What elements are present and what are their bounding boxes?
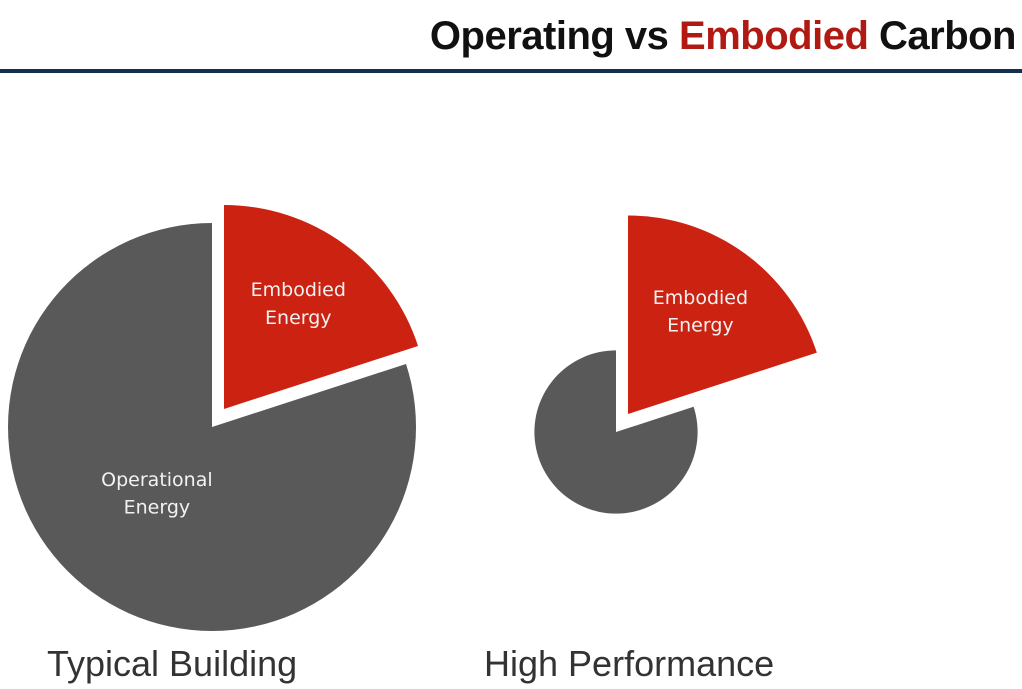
chart-1-slice-0-label: Embodied Energy [653,287,748,337]
chart-1-slice-1 [534,350,698,514]
chart-0-slice-0-label: Embodied Energy [251,279,346,329]
title-underline [0,69,1022,73]
chart-1-slice-0: Embodied Energy [628,215,817,414]
title-part1: Operating vs [429,14,680,58]
chart-1-slice-1-wedge [534,350,698,514]
caption-typical-building: Typical Building [47,643,298,684]
chart-0-slice-1-label: Operational Energy [101,469,212,519]
chart-0-slice-1: Operational Energy [8,223,417,631]
chart-0-slice-1-wedge [8,223,417,631]
chart-0-slice-0-wedge [224,205,419,409]
title-part2: Carbon [868,14,1017,58]
chart-0-slice-0: Embodied Energy [224,205,419,409]
caption-high-performance: High Performance [484,643,775,684]
page-title: Operating vs Embodied Carbon [429,12,1017,60]
title-accent: Embodied [679,14,869,58]
chart-1-slice-0-wedge [628,215,817,414]
